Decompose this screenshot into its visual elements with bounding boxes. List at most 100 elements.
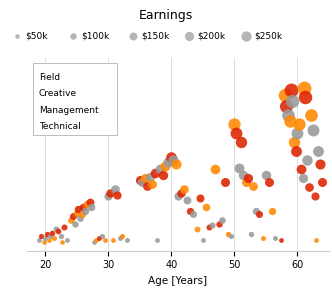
- Point: [184, 198, 190, 202]
- Point: [236, 165, 241, 170]
- Point: [53, 227, 58, 231]
- Point: [96, 236, 102, 240]
- Point: [115, 192, 120, 197]
- Point: [89, 205, 94, 210]
- Point: [49, 230, 54, 235]
- Point: [155, 237, 160, 242]
- Point: [72, 221, 78, 226]
- Point: [282, 93, 287, 98]
- Point: [250, 183, 256, 188]
- Point: [65, 237, 70, 242]
- Point: [130, 33, 135, 38]
- Point: [320, 180, 325, 184]
- Point: [315, 149, 321, 154]
- Point: [39, 234, 44, 238]
- Point: [108, 191, 113, 195]
- X-axis label: Age [Years]: Age [Years]: [148, 276, 207, 286]
- Point: [232, 122, 237, 127]
- Point: [74, 211, 80, 215]
- Text: Creative: Creative: [39, 90, 77, 98]
- Point: [219, 218, 224, 222]
- Point: [160, 173, 165, 177]
- Point: [191, 212, 196, 217]
- Point: [269, 209, 275, 213]
- Point: [60, 239, 65, 244]
- Point: [293, 149, 298, 154]
- Point: [188, 209, 193, 213]
- Point: [296, 122, 302, 127]
- Point: [178, 191, 183, 195]
- Point: [254, 209, 259, 213]
- Point: [51, 236, 56, 240]
- Point: [233, 131, 239, 136]
- Point: [120, 234, 125, 238]
- Point: [194, 227, 199, 231]
- Point: [197, 196, 202, 200]
- Point: [310, 127, 316, 132]
- Point: [216, 221, 221, 226]
- Point: [287, 118, 292, 123]
- Point: [290, 98, 295, 103]
- Point: [257, 212, 262, 217]
- Point: [70, 214, 75, 219]
- Point: [173, 162, 178, 166]
- Point: [81, 205, 86, 210]
- Point: [43, 236, 48, 240]
- Text: Technical: Technical: [39, 122, 80, 131]
- Point: [209, 223, 215, 228]
- Point: [260, 236, 265, 240]
- Point: [187, 33, 192, 38]
- Point: [117, 236, 123, 240]
- Text: Earnings: Earnings: [139, 9, 193, 22]
- Point: [228, 234, 234, 238]
- Point: [312, 194, 317, 199]
- Point: [37, 237, 42, 242]
- Point: [171, 158, 176, 163]
- Point: [240, 173, 246, 177]
- Point: [248, 232, 253, 237]
- Point: [93, 237, 99, 242]
- Point: [285, 113, 290, 118]
- Point: [166, 160, 171, 164]
- Point: [41, 239, 46, 244]
- Point: [303, 95, 308, 100]
- Point: [100, 234, 105, 238]
- Point: [152, 171, 158, 175]
- Point: [46, 237, 51, 242]
- Point: [62, 225, 67, 230]
- Point: [294, 131, 300, 136]
- Point: [147, 174, 153, 179]
- Text: $250k: $250k: [254, 31, 282, 40]
- Point: [175, 194, 180, 199]
- Point: [301, 86, 306, 90]
- Point: [91, 239, 97, 244]
- Point: [222, 180, 227, 184]
- Point: [306, 185, 312, 190]
- Point: [169, 154, 174, 159]
- Point: [140, 180, 145, 184]
- Point: [245, 176, 251, 181]
- Point: [213, 167, 218, 172]
- Text: Field: Field: [39, 73, 60, 82]
- Point: [313, 237, 319, 242]
- Point: [79, 212, 85, 217]
- Point: [266, 180, 272, 184]
- Point: [200, 237, 206, 242]
- Point: [142, 176, 147, 181]
- Point: [300, 176, 305, 181]
- Point: [14, 33, 19, 38]
- Point: [84, 201, 90, 206]
- Point: [58, 234, 63, 238]
- Point: [263, 173, 268, 177]
- Point: [112, 187, 117, 192]
- Point: [283, 104, 289, 109]
- Point: [68, 218, 73, 222]
- Point: [225, 232, 231, 237]
- Point: [110, 237, 116, 242]
- Point: [308, 113, 314, 118]
- Point: [203, 205, 208, 210]
- Point: [162, 164, 168, 168]
- Point: [318, 162, 323, 166]
- Point: [103, 237, 108, 242]
- Point: [273, 236, 278, 240]
